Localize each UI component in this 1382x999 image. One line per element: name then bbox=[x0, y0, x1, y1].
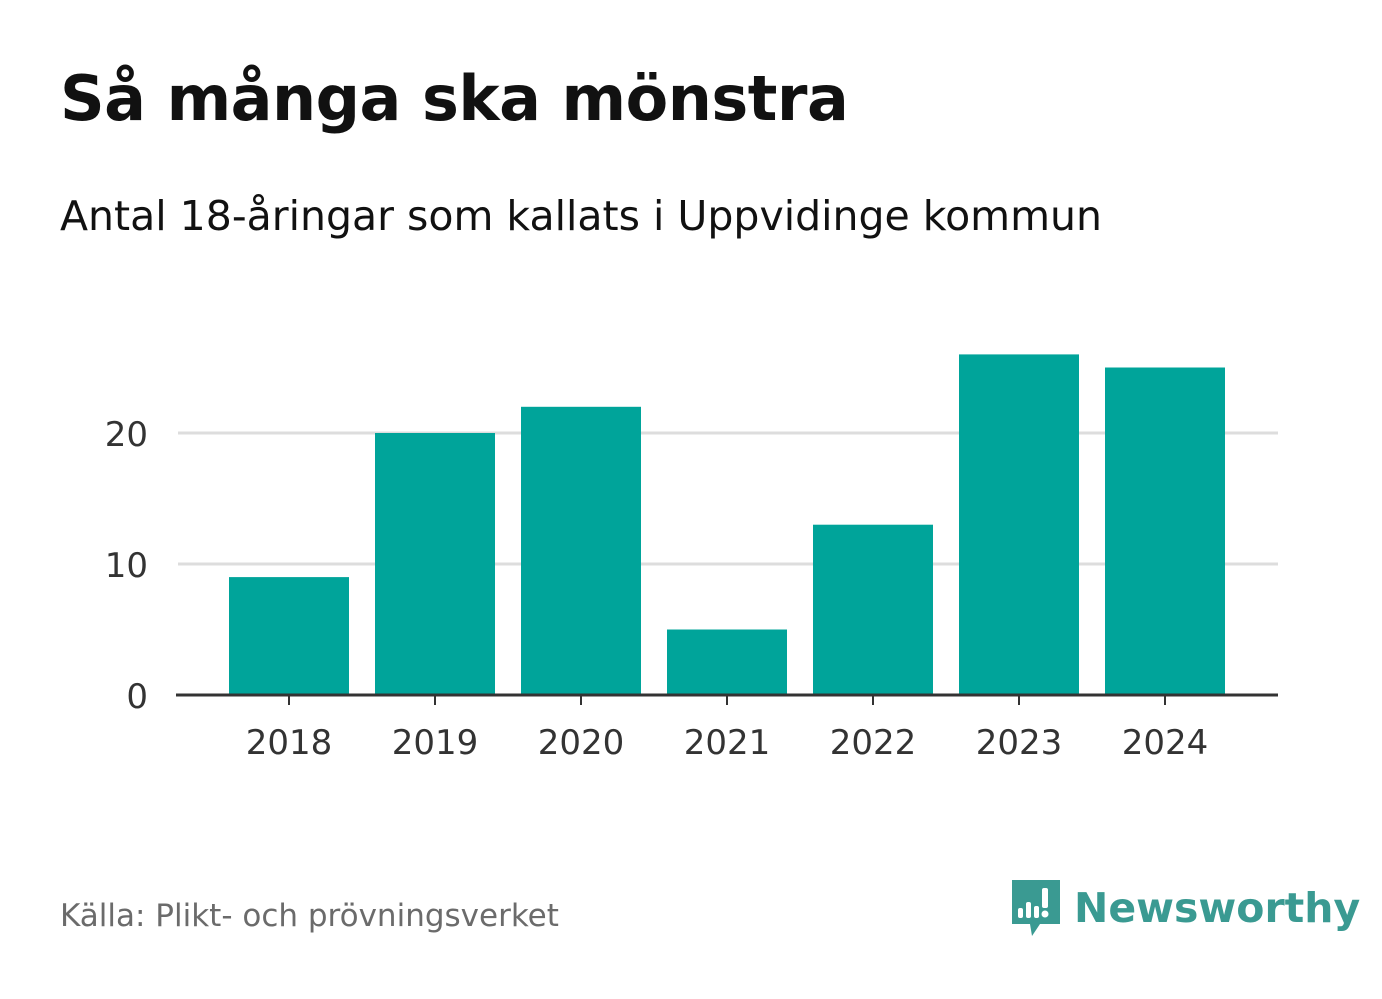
x-tick-label: 2021 bbox=[684, 723, 771, 763]
chart-title: Så många ska mönstra bbox=[60, 62, 849, 135]
axes bbox=[176, 693, 1278, 705]
bar-2020 bbox=[521, 406, 641, 695]
brand-name: Newsworthy bbox=[1074, 884, 1361, 932]
x-tick-label: 2023 bbox=[976, 723, 1063, 763]
source-note: Källa: Plikt- och prövningsverket bbox=[60, 898, 559, 934]
brand-logo: Newsworthy bbox=[1010, 878, 1360, 938]
x-tick-label: 2024 bbox=[1122, 723, 1209, 763]
y-tick-label: 0 bbox=[126, 677, 148, 717]
x-tick-label: 2022 bbox=[830, 723, 917, 763]
bar-2021 bbox=[667, 629, 787, 695]
bar-2019 bbox=[375, 433, 495, 695]
bars bbox=[229, 354, 1225, 695]
grid-lines bbox=[178, 431, 1278, 566]
bar-2018 bbox=[229, 577, 349, 695]
chart-subtitle: Antal 18-åringar som kallats i Uppviding… bbox=[60, 192, 1102, 240]
x-tick-label: 2018 bbox=[246, 723, 333, 763]
y-tick-label: 20 bbox=[105, 415, 148, 455]
x-tick-label: 2019 bbox=[392, 723, 479, 763]
x-tick-label: 2020 bbox=[538, 723, 625, 763]
y-tick-label: 10 bbox=[105, 546, 148, 586]
bar-2023 bbox=[959, 354, 1079, 695]
bar-2024 bbox=[1105, 367, 1225, 695]
tick-labels: 0 10 20 2018 2019 2020 2021 2022 2023 2024 bbox=[105, 415, 1209, 763]
bar-2022 bbox=[813, 524, 933, 695]
newsworthy-logo-icon bbox=[1012, 880, 1060, 936]
